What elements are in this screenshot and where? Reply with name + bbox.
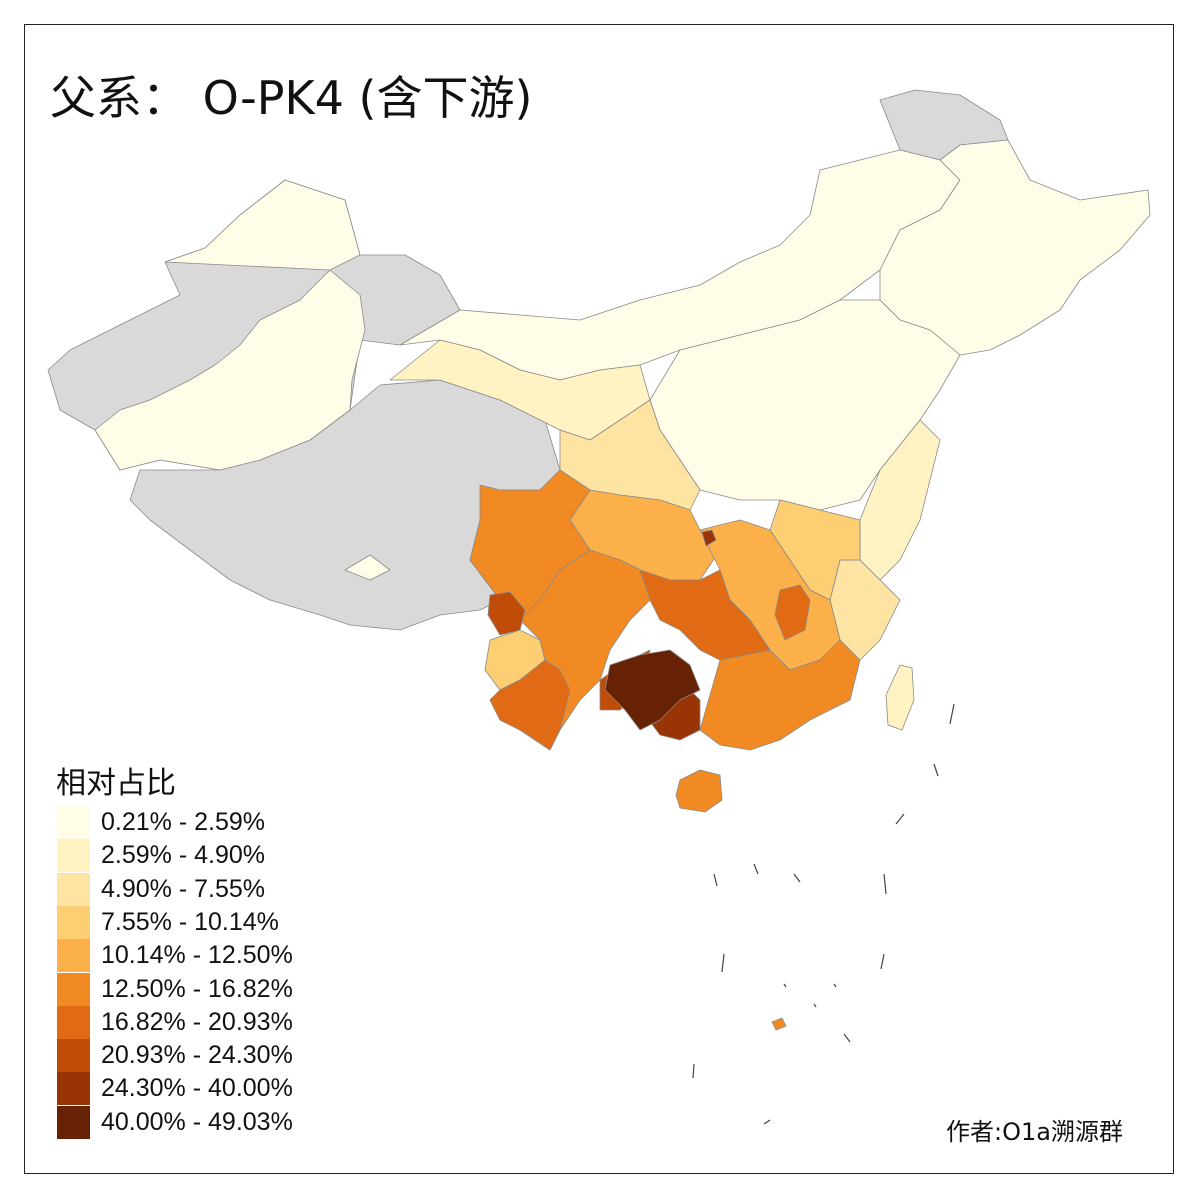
region-hubei-spot [701, 529, 717, 547]
region-hainan [675, 769, 723, 813]
south-china-sea-islands [692, 703, 955, 1125]
region-taiwan [885, 664, 915, 731]
legend-title: 相对占比 [56, 766, 176, 801]
region-guangdong [699, 639, 861, 751]
legend-swatch [57, 1105, 90, 1139]
legend-swatch [57, 1072, 90, 1106]
legend-label: 2.59% - 4.90% [101, 841, 265, 870]
legend-label: 0.21% - 2.59% [101, 808, 265, 836]
map-title: 父系： O-PK4 (含下游) [50, 71, 533, 125]
legend-label: 10.14% - 12.50% [101, 941, 293, 970]
region-scs-island [771, 1017, 787, 1031]
region-xinjiang [94, 179, 366, 471]
region-tibet-west-patch [344, 554, 391, 581]
legend-swatch [57, 1005, 90, 1039]
legend-label: 7.55% - 10.14% [101, 907, 279, 936]
region-guangxi-east [639, 569, 771, 661]
choropleth-map [47, 89, 1151, 1125]
region-jiangxi-west [774, 584, 811, 641]
legend-swatch [57, 806, 90, 839]
legend-swatch [57, 839, 90, 873]
legend-swatch [57, 939, 90, 973]
author-credit: 作者:O1a溯源群 [946, 1118, 1123, 1146]
legend-swatch [57, 872, 90, 906]
legend-label: 4.90% - 7.55% [101, 874, 265, 903]
legend-swatch [57, 972, 90, 1006]
region-yunnan-south [489, 659, 571, 751]
region-guangxi-core [604, 649, 701, 731]
legend-label: 12.50% - 16.82% [101, 974, 293, 1003]
legend-swatch [57, 905, 90, 939]
legend-label: 24.30% - 40.00% [101, 1074, 293, 1103]
region-yunnan-far-west [487, 591, 526, 636]
legend-label: 16.82% - 20.93% [101, 1007, 293, 1036]
legend-swatch [57, 1039, 90, 1073]
legend-label: 40.00% - 49.03% [101, 1107, 293, 1136]
region-northeast [879, 139, 1151, 356]
legend-label: 20.93% - 24.30% [101, 1041, 293, 1070]
